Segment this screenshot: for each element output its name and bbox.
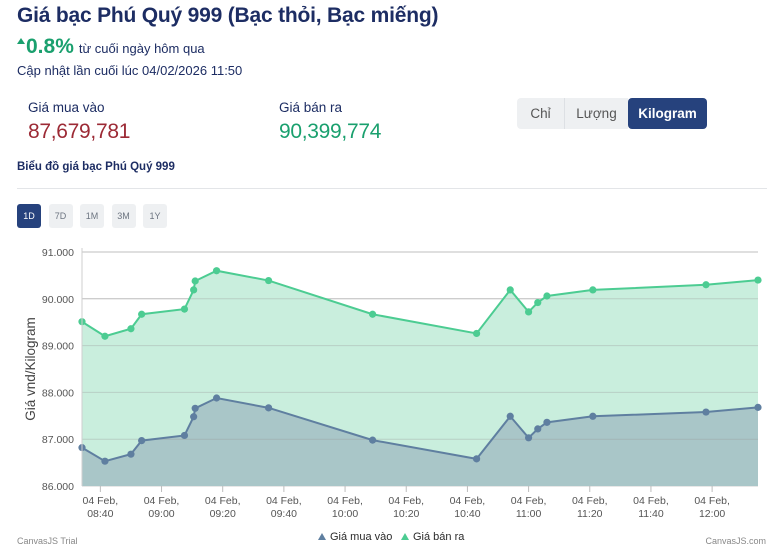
sell-point <box>534 298 542 307</box>
sell-point <box>190 286 198 294</box>
sell-point <box>212 267 221 275</box>
sell-point <box>524 308 533 316</box>
buy-price-label: Giá mua vào <box>28 100 105 115</box>
buy-price-value: 87,679,781 <box>28 120 131 143</box>
unit-tab-kilogram[interactable]: Kilogram <box>628 98 707 129</box>
unit-tab-luong[interactable]: Lượng <box>564 98 628 129</box>
sell-point <box>101 332 109 340</box>
x-tick-date: 04 Feb, <box>694 495 730 507</box>
y-tick-label: 88.000 <box>42 387 74 399</box>
credit-left: CanvasJS Trial <box>17 536 78 546</box>
buy-point <box>506 412 514 420</box>
buy-point <box>472 455 481 463</box>
sell-price-value: 90,399,774 <box>279 120 382 143</box>
legend-buy-marker <box>318 533 326 540</box>
range-selector: 1D 7D 1M 3M 1Y <box>17 204 175 228</box>
x-tick-date: 04 Feb, <box>144 495 180 507</box>
sell-point <box>754 276 762 284</box>
price-change: 0.8% từ cuối ngày hôm qua <box>17 35 205 59</box>
legend-sell-marker <box>401 533 409 540</box>
x-tick-date: 04 Feb, <box>83 495 119 507</box>
divider <box>17 188 767 189</box>
change-note: từ cuối ngày hôm qua <box>78 41 205 56</box>
buy-point <box>138 437 146 445</box>
y-axis-title: Giá vnd/Kilogram <box>23 317 38 421</box>
x-tick-label: 11:40 <box>638 508 664 520</box>
buy-point <box>368 436 377 444</box>
x-tick-label: 09:00 <box>148 508 174 520</box>
sell-point <box>264 276 273 285</box>
sell-point <box>127 325 135 333</box>
x-tick-label: 11:20 <box>577 508 603 520</box>
x-tick-label: 12:00 <box>699 508 725 520</box>
y-tick-label: 91.000 <box>42 247 74 259</box>
sell-point <box>506 286 514 294</box>
legend-sell-label: Giá bán ra <box>413 531 465 543</box>
x-tick-date: 04 Feb, <box>450 495 486 507</box>
sell-point <box>543 292 551 300</box>
sell-point <box>138 310 146 318</box>
sell-point <box>589 286 597 294</box>
last-updated: Cập nhật lần cuối lúc 04/02/2026 11:50 <box>17 63 243 78</box>
change-percent: 0.8% <box>26 35 74 58</box>
legend-buy-label: Giá mua vào <box>330 531 392 543</box>
unit-selector: Chỉ Lượng Kilogram <box>517 98 707 129</box>
range-tab-7d[interactable]: 7D <box>48 204 73 228</box>
sell-point <box>472 329 481 338</box>
buy-point <box>754 403 762 411</box>
buy-point <box>543 418 551 426</box>
y-tick-label: 90.000 <box>42 294 74 306</box>
sell-point <box>180 305 189 313</box>
x-tick-label: 10:40 <box>454 508 480 520</box>
buy-point <box>589 412 597 420</box>
buy-price-block: Giá mua vào 87,679,781 <box>28 100 130 144</box>
range-tab-1d[interactable]: 1D <box>17 204 41 228</box>
buy-point <box>191 404 199 412</box>
buy-point <box>127 450 135 458</box>
buy-point <box>524 434 533 442</box>
x-tick-date: 04 Feb, <box>266 495 302 507</box>
buy-point <box>180 431 189 440</box>
y-tick-label: 86.000 <box>42 481 74 493</box>
up-arrow-icon <box>17 38 25 44</box>
x-tick-label: 09:40 <box>271 508 297 520</box>
buy-point <box>264 404 273 412</box>
x-tick-label: 10:00 <box>332 508 358 520</box>
range-tab-1m[interactable]: 1M <box>80 204 104 228</box>
buy-point <box>534 425 542 433</box>
sell-point <box>191 277 199 285</box>
buy-point <box>190 413 198 421</box>
credit-right: CanvasJS.com <box>705 536 766 546</box>
x-tick-date: 04 Feb, <box>633 495 669 507</box>
x-tick-date: 04 Feb, <box>388 495 424 507</box>
x-tick-date: 04 Feb, <box>205 495 241 507</box>
sell-price-block: Giá bán ra 90,399,774 <box>279 100 381 144</box>
x-tick-label: 09:20 <box>210 508 236 520</box>
chart-heading: Biểu đồ giá bạc Phú Quý 999 <box>17 161 175 173</box>
buy-area <box>82 398 758 486</box>
sell-price-label: Giá bán ra <box>279 100 343 115</box>
range-tab-1y[interactable]: 1Y <box>143 204 167 228</box>
x-tick-label: 10:20 <box>393 508 419 520</box>
x-tick-label: 08:40 <box>87 508 113 520</box>
range-tab-3m[interactable]: 3M <box>111 204 136 228</box>
sell-point <box>368 310 377 318</box>
buy-point <box>101 457 109 465</box>
y-tick-label: 87.000 <box>42 434 74 446</box>
x-tick-date: 04 Feb, <box>572 495 608 507</box>
x-tick-date: 04 Feb, <box>511 495 547 507</box>
unit-tab-chi[interactable]: Chỉ <box>517 98 564 129</box>
buy-point <box>212 394 221 402</box>
buy-point <box>702 408 710 416</box>
y-tick-label: 89.000 <box>42 341 74 353</box>
x-tick-date: 04 Feb, <box>327 495 363 507</box>
sell-point <box>702 281 710 289</box>
x-tick-label: 11:00 <box>516 508 542 520</box>
page-title: Giá bạc Phú Quý 999 (Bạc thỏi, Bạc miếng… <box>17 4 439 27</box>
